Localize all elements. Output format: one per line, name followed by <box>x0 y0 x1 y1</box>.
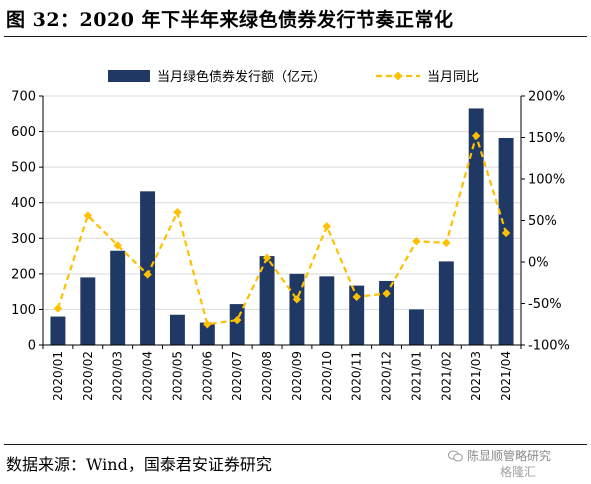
watermark: 陈显顺管略研究 <box>448 447 551 464</box>
bar <box>169 314 185 345</box>
x-axis-tick-label: 2020/04 <box>141 351 155 401</box>
left-axis-tick-label: 200 <box>11 267 36 282</box>
yoy-point <box>412 237 421 246</box>
bar <box>259 256 275 345</box>
bar <box>349 285 365 345</box>
legend-bar-swatch <box>108 70 150 82</box>
footer-divider <box>4 444 587 445</box>
bar <box>408 309 424 345</box>
axes: 0 100 200 300 400 500 600 700 -100% -50% 0% 50% 100%… <box>11 90 570 401</box>
left-axis-tick-label: 700 <box>11 90 36 105</box>
bar-series <box>50 108 514 345</box>
chart-canvas: 0 100 200 300 400 500 600 700 -100% -50% 0% 50% 100%… <box>11 69 570 401</box>
legend: 当月绿色债券发行额（亿元） 当月同比 <box>108 69 479 85</box>
x-axis-tick-label: 2021/04 <box>499 351 513 401</box>
bar <box>498 137 514 345</box>
left-axis-tick-label: 500 <box>11 161 36 176</box>
bar <box>379 280 395 345</box>
yoy-point <box>262 253 272 263</box>
yoy-point <box>501 228 511 238</box>
wechat-icon <box>448 450 463 462</box>
bar <box>140 191 156 345</box>
left-axis-tick-label: 600 <box>11 125 36 140</box>
right-axis-tick-label: 100% <box>528 173 565 188</box>
x-axis-tick-label: 2021/01 <box>409 351 423 401</box>
figure-title: 图 32：2020 年下半年来绿色债券发行节奏正常化 <box>6 9 454 31</box>
x-axis-tick-label: 2021/02 <box>439 351 453 401</box>
yoy-point <box>292 295 302 304</box>
bar <box>319 276 335 345</box>
x-axis-tick-label: 2020/01 <box>51 351 65 401</box>
x-axis-tick-label: 2020/02 <box>81 351 95 401</box>
x-axis-tick-label: 2020/06 <box>200 351 214 401</box>
bar <box>229 304 245 345</box>
bar <box>438 261 454 345</box>
legend-line-label: 当月同比 <box>427 70 479 85</box>
right-axis-tick-label: 0% <box>528 256 549 271</box>
yoy-point <box>442 238 451 248</box>
watermark-text: 陈显顺管略研究 <box>467 449 552 463</box>
yoy-point <box>173 208 182 217</box>
legend-line-marker <box>393 71 403 81</box>
bar <box>468 108 484 345</box>
yoy-line <box>56 131 508 326</box>
yoy-point <box>203 320 212 329</box>
left-axis-tick-label: 300 <box>11 232 36 247</box>
x-axis-tick-label: 2020/11 <box>350 351 364 401</box>
source-note: 数据来源：Wind，国泰君安证券研究 <box>6 455 272 474</box>
line-series <box>53 131 511 329</box>
bar <box>80 277 96 345</box>
left-axis-tick-label: 400 <box>11 196 36 211</box>
yoy-point <box>352 292 361 302</box>
x-axis-tick-label: 2020/07 <box>230 351 244 401</box>
right-axis-tick-label: -50% <box>528 297 562 312</box>
x-axis-tick-label: 2020/09 <box>290 351 304 401</box>
yoy-point <box>471 131 481 141</box>
x-axis-tick-label: 2020/10 <box>320 351 334 401</box>
left-axis-tick-label: 100 <box>11 303 36 318</box>
yoy-point <box>113 241 122 250</box>
yoy-point <box>143 270 152 279</box>
yoy-point <box>83 211 93 220</box>
x-axis-tick-label: 2021/03 <box>469 351 483 401</box>
x-axis-tick-label: 2020/03 <box>111 351 125 401</box>
left-axis-tick-label: 0 <box>28 339 36 354</box>
right-axis-tick-label: 50% <box>528 214 557 229</box>
x-axis-tick-label: 2020/05 <box>170 351 184 401</box>
x-axis-tick-label: 2020/12 <box>380 351 394 401</box>
legend-bar-label: 当月绿色债券发行额（亿元） <box>157 69 326 85</box>
title-divider <box>4 36 587 37</box>
yoy-point <box>53 304 63 313</box>
x-axis-tick-label: 2020/08 <box>260 351 274 401</box>
yoy-point <box>322 222 332 231</box>
bar <box>110 250 126 345</box>
yoy-point <box>382 289 391 298</box>
bar <box>199 322 215 345</box>
watermark-sub: 格隆汇 <box>500 465 537 479</box>
bar <box>50 316 66 345</box>
yoy-point <box>232 315 242 325</box>
right-axis-tick-label: 150% <box>528 131 565 146</box>
right-axis-tick-label: -100% <box>528 339 570 354</box>
right-axis-tick-label: 200% <box>528 90 565 105</box>
